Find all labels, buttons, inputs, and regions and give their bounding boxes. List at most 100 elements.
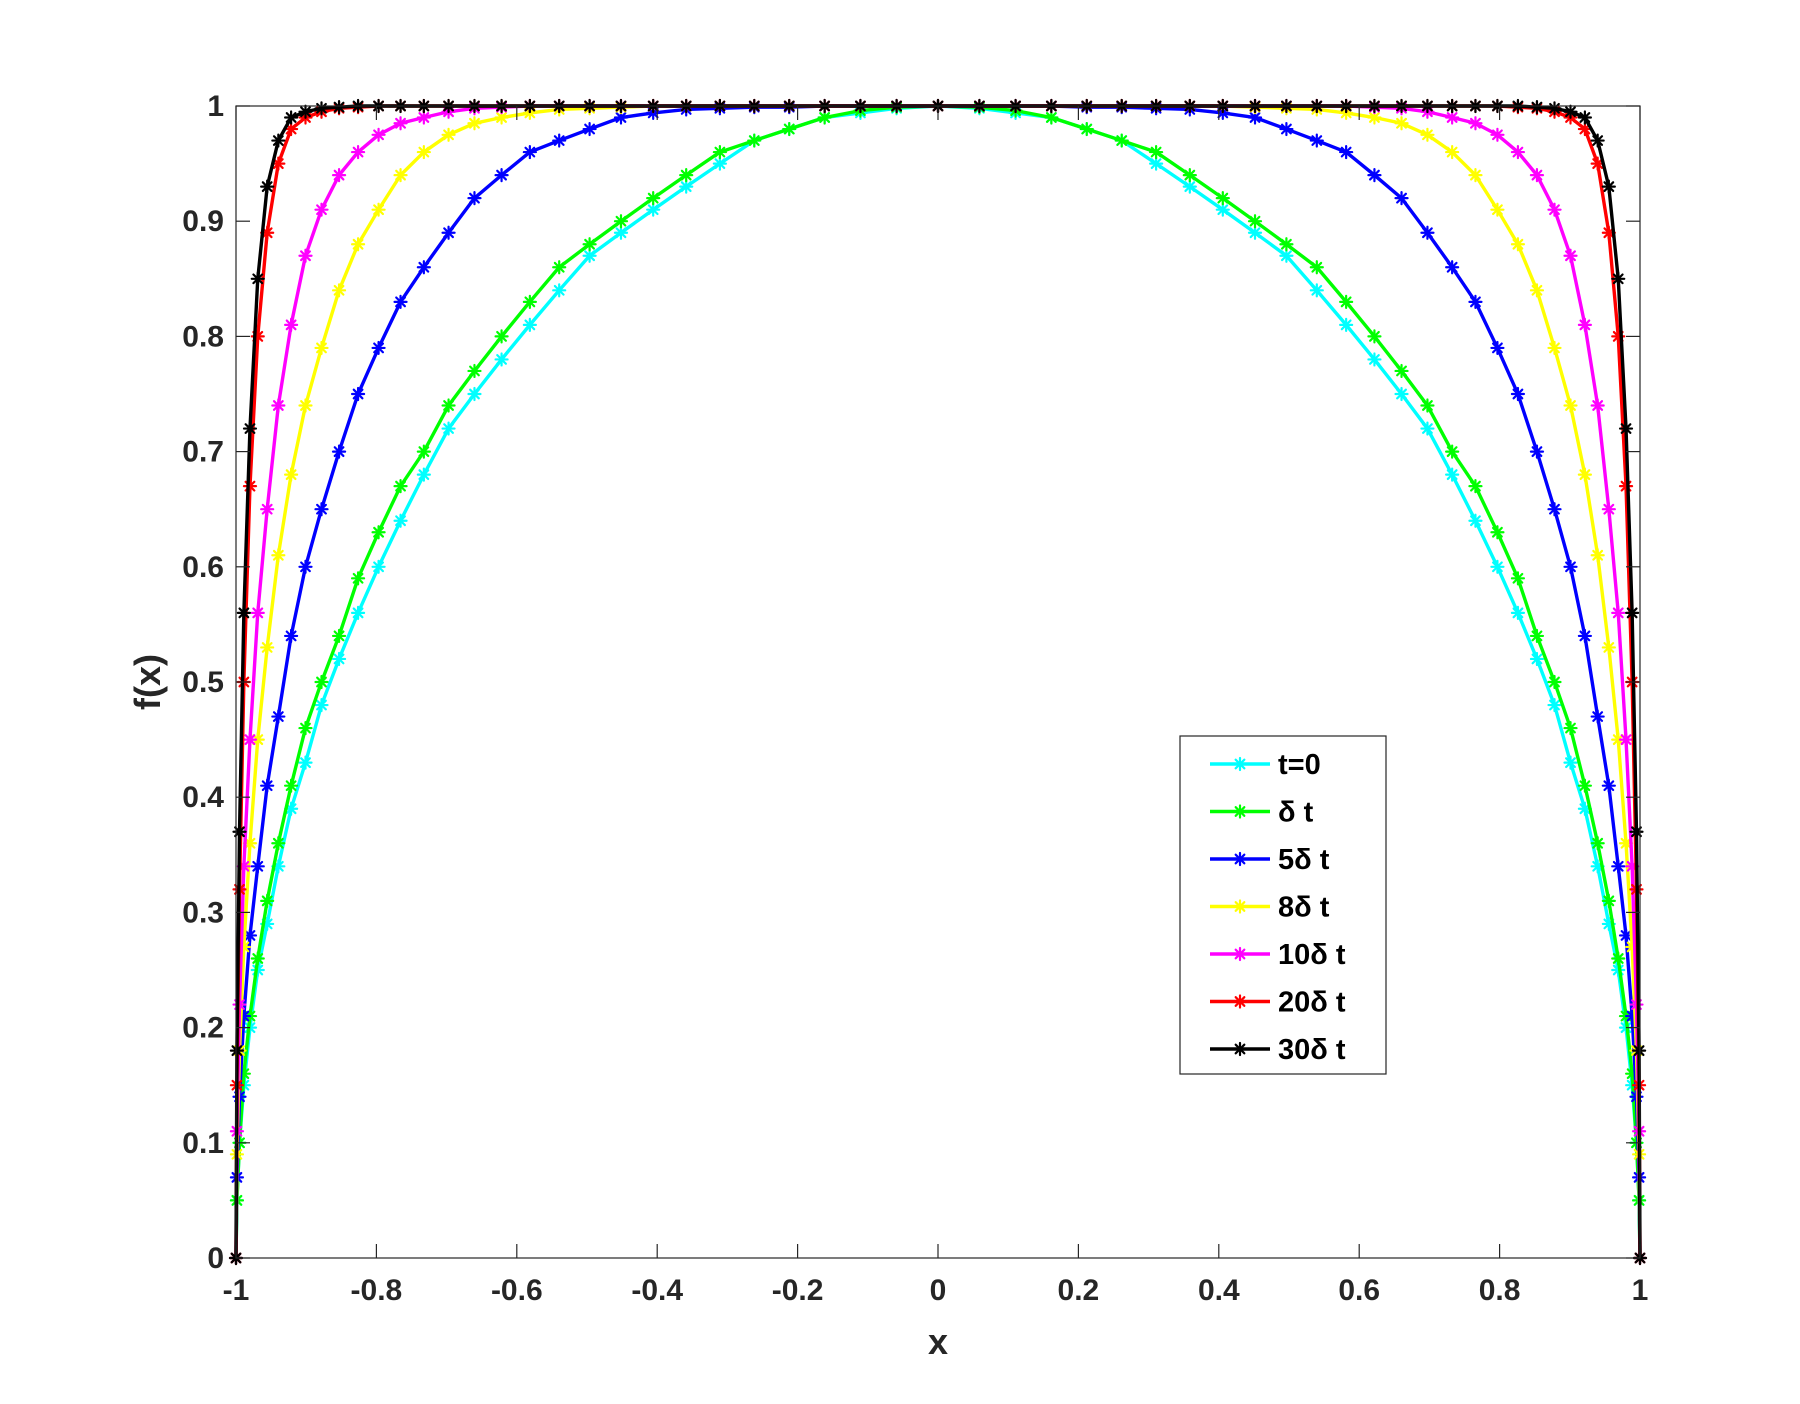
data-point [350, 237, 366, 252]
data-point [314, 340, 329, 356]
data-point [331, 444, 347, 459]
data-point [467, 386, 482, 402]
data-point [1611, 732, 1626, 747]
data-point [582, 121, 597, 137]
data-point [1339, 144, 1354, 160]
data-point [1547, 340, 1562, 356]
data-point [467, 363, 482, 379]
data-point [1601, 502, 1616, 517]
data-point [284, 778, 299, 793]
data-point [1394, 116, 1409, 131]
data-point [1367, 352, 1382, 367]
x-tick-label: -0.6 [491, 1274, 543, 1307]
data-point [467, 191, 482, 206]
data-point [331, 628, 347, 644]
data-point [646, 191, 661, 206]
data-point [1468, 116, 1483, 131]
data-point [1420, 127, 1435, 142]
data-point [229, 1043, 245, 1058]
data-point [271, 133, 286, 148]
data-point [494, 329, 509, 344]
data-point [1563, 559, 1578, 574]
data-point [1510, 571, 1526, 586]
data-point [1247, 214, 1263, 229]
legend-marker [1232, 994, 1248, 1009]
data-point [441, 127, 456, 142]
data-point [242, 479, 258, 494]
data-point [646, 202, 661, 217]
x-tick-label: 0 [930, 1274, 947, 1307]
axis-ticks: -1 -0.8 -0.6 -0.4 -0.2 0 0.2 0.4 0.6 0.8 1 0 0.1 0.2 0… [182, 90, 1648, 1307]
data-point [393, 479, 408, 494]
data-point [1577, 778, 1592, 793]
data-point [747, 133, 762, 148]
y-tick-label: 0.6 [182, 551, 224, 584]
data-point [260, 640, 275, 655]
data-point [1510, 605, 1526, 620]
x-tick-label: -1 [223, 1274, 250, 1307]
x-tick-label: 0.2 [1058, 1274, 1100, 1307]
data-point [1601, 179, 1616, 194]
data-point [1563, 248, 1578, 263]
data-point [712, 156, 727, 171]
data-point [371, 340, 386, 356]
data-point [350, 386, 366, 402]
data-point [314, 697, 329, 713]
data-point [1468, 513, 1483, 528]
y-tick-label: 0.3 [182, 896, 224, 929]
data-point [1510, 237, 1526, 252]
data-point [1529, 168, 1545, 183]
data-point [250, 605, 265, 620]
data-point [494, 352, 509, 367]
data-point [1182, 168, 1197, 183]
data-point [1563, 720, 1578, 736]
data-point [260, 179, 275, 194]
data-point [522, 317, 537, 332]
legend-items: t=0 δ t 5δ t 8δ t 10δ t 20δ t 30δ t [1210, 749, 1346, 1066]
data-point [350, 144, 366, 160]
data-point [1079, 121, 1094, 137]
data-point [582, 237, 597, 252]
data-point [271, 548, 286, 563]
data-point [1563, 104, 1578, 119]
data-point [1445, 144, 1460, 160]
legend-label: 5δ t [1278, 844, 1330, 876]
data-point [1629, 824, 1644, 839]
data-point [260, 502, 275, 517]
data-point [712, 144, 727, 160]
x-tick-label: -0.4 [631, 1274, 683, 1307]
data-point [1490, 525, 1505, 540]
data-point [1618, 732, 1634, 747]
data-point [782, 121, 797, 137]
data-point [416, 467, 431, 482]
data-point [1309, 133, 1324, 148]
data-point [393, 116, 408, 131]
legend-item: 8δ t [1210, 892, 1330, 924]
data-point [314, 674, 329, 690]
data-point [1625, 605, 1640, 620]
series-layer [228, 98, 1648, 1266]
legend-label: 8δ t [1278, 892, 1330, 924]
data-point [1279, 121, 1294, 137]
legend-marker [1232, 804, 1248, 819]
data-point [1547, 101, 1562, 116]
y-tick-label: 0 [207, 1242, 224, 1275]
data-point [1601, 640, 1616, 655]
data-point [260, 893, 275, 908]
data-point [298, 398, 313, 413]
data-point [1590, 836, 1605, 851]
data-point [1510, 386, 1526, 402]
data-point [1601, 893, 1616, 908]
x-axis-label: x [928, 1321, 948, 1362]
y-tick-label: 0.9 [182, 205, 224, 238]
data-point [1510, 144, 1526, 160]
legend: t=0 δ t 5δ t 8δ t 10δ t 20δ t 30δ t [1179, 735, 1387, 1075]
data-point [1563, 398, 1578, 413]
data-point [1547, 674, 1562, 690]
data-point [314, 101, 329, 116]
x-tick-label: 0.4 [1198, 1274, 1240, 1307]
y-tick-label: 0.8 [182, 320, 224, 353]
data-point [1547, 502, 1562, 517]
data-point [1563, 755, 1578, 770]
data-point [271, 709, 286, 724]
